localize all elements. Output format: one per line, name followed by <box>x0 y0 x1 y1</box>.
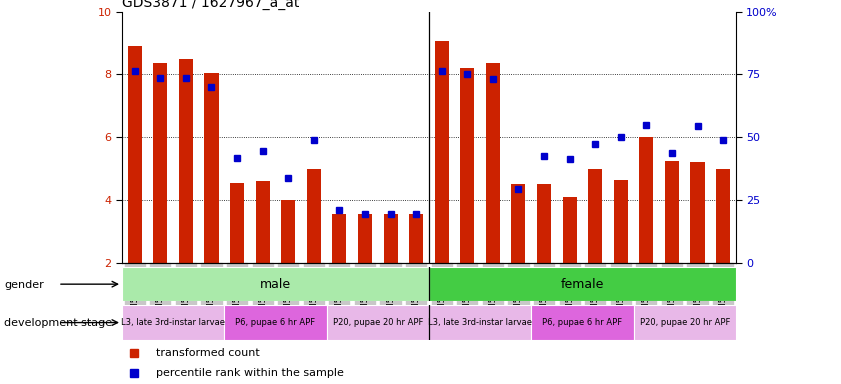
Bar <box>435 41 449 263</box>
Bar <box>307 169 320 263</box>
Text: P6, pupae 6 hr APF: P6, pupae 6 hr APF <box>542 318 622 327</box>
Bar <box>230 183 244 263</box>
Bar <box>429 305 532 340</box>
Bar <box>358 214 372 263</box>
Text: P20, pupae 20 hr APF: P20, pupae 20 hr APF <box>332 318 423 327</box>
Bar <box>383 214 398 263</box>
Bar <box>122 305 225 340</box>
Bar <box>633 305 736 340</box>
Text: L3, late 3rd-instar larvae: L3, late 3rd-instar larvae <box>121 318 225 327</box>
Text: L3, late 3rd-instar larvae: L3, late 3rd-instar larvae <box>428 318 532 327</box>
Bar <box>716 169 730 263</box>
Bar <box>690 162 705 263</box>
Text: transformed count: transformed count <box>156 348 260 358</box>
Bar <box>486 63 500 263</box>
Bar <box>614 180 627 263</box>
Bar <box>281 200 295 263</box>
Bar <box>326 305 429 340</box>
Bar <box>225 305 326 340</box>
Bar <box>639 137 653 263</box>
Bar <box>153 63 167 263</box>
Bar <box>665 161 679 263</box>
Text: P6, pupae 6 hr APF: P6, pupae 6 hr APF <box>235 318 315 327</box>
Text: gender: gender <box>4 280 44 290</box>
Text: male: male <box>260 278 291 291</box>
Bar <box>122 267 429 301</box>
Text: development stage: development stage <box>4 318 113 328</box>
Bar <box>532 305 633 340</box>
Bar <box>511 184 526 263</box>
Text: percentile rank within the sample: percentile rank within the sample <box>156 368 344 378</box>
Text: GDS3871 / 1627967_a_at: GDS3871 / 1627967_a_at <box>122 0 299 10</box>
Bar <box>588 169 602 263</box>
Bar <box>256 181 270 263</box>
Text: female: female <box>561 278 604 291</box>
Bar <box>563 197 577 263</box>
Text: P20, pupae 20 hr APF: P20, pupae 20 hr APF <box>639 318 730 327</box>
Bar <box>429 267 736 301</box>
Bar <box>537 184 551 263</box>
Bar <box>204 73 219 263</box>
Bar <box>460 68 474 263</box>
Bar <box>332 214 346 263</box>
Bar <box>179 59 193 263</box>
Bar <box>128 46 142 263</box>
Bar <box>409 214 423 263</box>
